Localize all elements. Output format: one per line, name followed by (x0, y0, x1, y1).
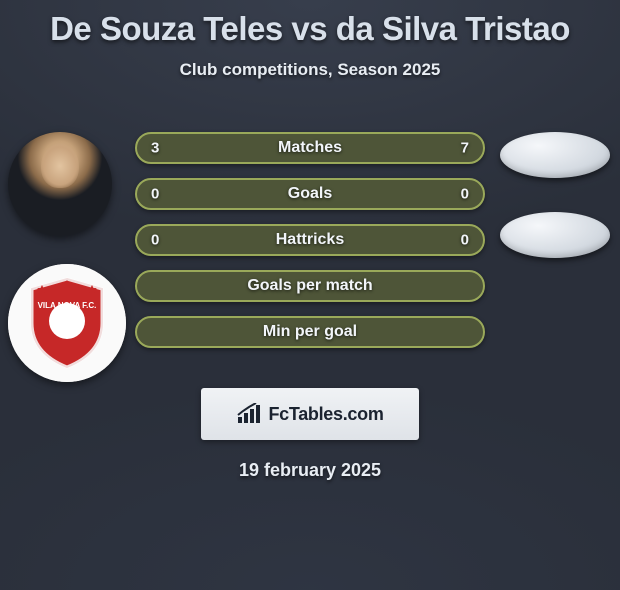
stat-value-right: 0 (461, 186, 469, 203)
comparison-date: 19 february 2025 (239, 460, 381, 481)
stat-label: Min per goal (263, 323, 357, 341)
svg-text:VILA NOVA F.C.: VILA NOVA F.C. (38, 301, 97, 310)
stat-bar: 0 Goals 0 (135, 178, 485, 210)
comparison-subtitle: Club competitions, Season 2025 (0, 60, 620, 80)
left-club-badge: VILA NOVA F.C. (8, 264, 126, 382)
comparison-title: De Souza Teles vs da Silva Tristao (0, 10, 620, 48)
left-player-column: VILA NOVA F.C. (8, 132, 126, 382)
stat-label: Matches (278, 139, 342, 157)
stat-value-left: 0 (151, 232, 159, 249)
stat-value-right: 7 (461, 140, 469, 157)
right-player-avatar-placeholder (500, 132, 610, 178)
stat-label: Hattricks (276, 231, 344, 249)
stats-bars: 3 Matches 7 0 Goals 0 0 Hattricks 0 Goals per mat… (135, 132, 485, 348)
player-photo-icon (8, 132, 112, 236)
stat-bar: Goals per match (135, 270, 485, 302)
right-player-column (500, 132, 610, 258)
left-player-avatar (8, 132, 112, 236)
stat-value-right: 0 (461, 232, 469, 249)
stat-value-left: 3 (151, 140, 159, 157)
right-club-badge-placeholder (500, 212, 610, 258)
chart-icon (236, 403, 262, 425)
club-badge-icon: VILA NOVA F.C. (8, 264, 126, 382)
stat-bar: Min per goal (135, 316, 485, 348)
stat-label: Goals per match (247, 277, 372, 295)
stat-bar: 0 Hattricks 0 (135, 224, 485, 256)
stat-value-left: 0 (151, 186, 159, 203)
branding-text: FcTables.com (268, 404, 383, 425)
stat-bar: 3 Matches 7 (135, 132, 485, 164)
branding-badge: FcTables.com (201, 388, 419, 440)
stat-label: Goals (288, 185, 332, 203)
